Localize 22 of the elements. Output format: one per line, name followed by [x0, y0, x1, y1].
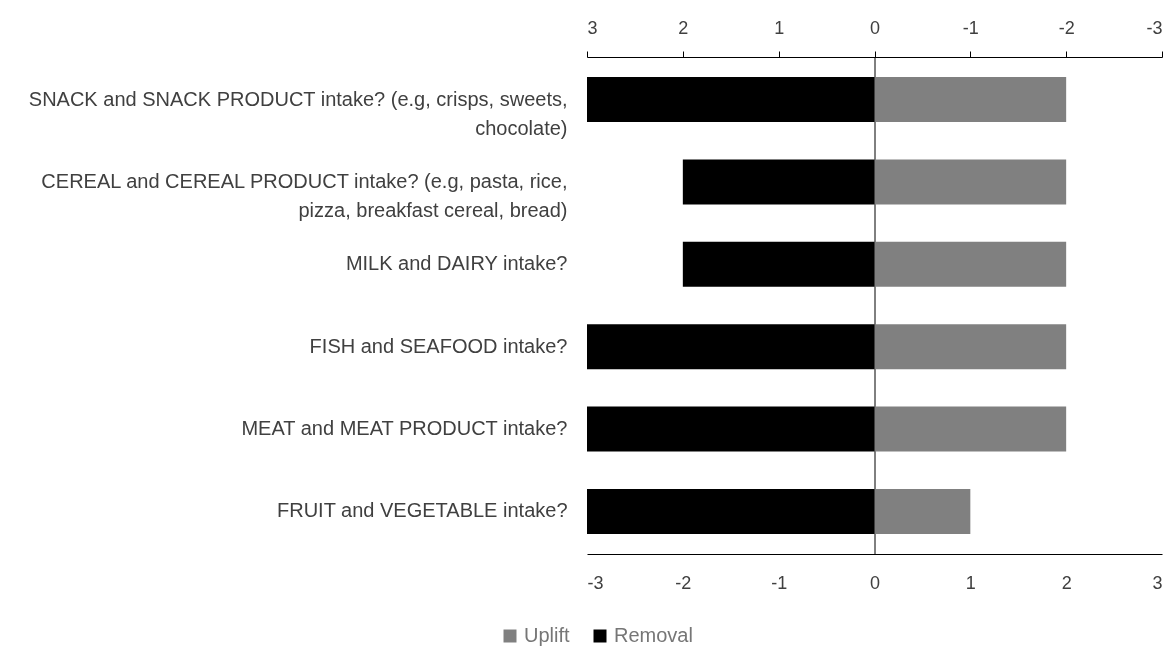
y-tick-label: SNACK and SNACK PRODUCT intake? (e.g, crisps, sweets, chocolate) [28, 87, 568, 139]
x2-tick-label: -3 [1146, 17, 1163, 38]
y-tick-label: MEAT and MEAT PRODUCT intake? [241, 417, 568, 440]
y-tick-label: FRUIT and VEGETABLE intake? [277, 499, 568, 522]
x2-tick-label: 2 [678, 17, 689, 38]
y-tick-label: MILK and DAIRY intake? [345, 252, 568, 275]
y-tick-label: CEREAL and CEREAL PRODUCT intake? (e.g, pasta, rice, pizza, breakfast cereal, bread) [41, 169, 568, 221]
x2-tick-label: -2 [1058, 17, 1075, 38]
x2-tick-label: 3 [587, 17, 598, 38]
x-tick-label: -3 [587, 572, 604, 593]
x-tick-label: -1 [771, 572, 788, 593]
y-tick-label: FISH and SEAFOOD intake? [309, 334, 568, 357]
x-tick-label: -2 [675, 572, 692, 593]
legend-label: Removal [614, 624, 693, 646]
x-tick-label: 3 [1152, 572, 1163, 593]
legend-label: Uplift [524, 624, 571, 646]
x-tick-label: 0 [869, 572, 881, 593]
x-tick-label: 2 [1061, 572, 1072, 593]
x2-tick-label: -1 [962, 17, 979, 38]
x2-tick-label: 0 [869, 17, 881, 38]
x2-tick-label: 1 [774, 17, 785, 38]
x-tick-label: 1 [965, 572, 976, 593]
